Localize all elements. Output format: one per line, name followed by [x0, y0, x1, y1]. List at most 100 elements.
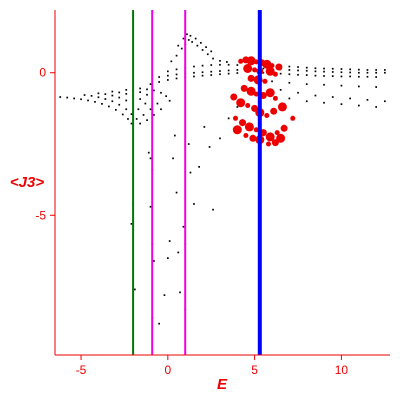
data-point [203, 126, 206, 128]
data-point [210, 74, 213, 76]
data-point [247, 74, 255, 82]
data-point [375, 106, 377, 108]
data-point [340, 68, 343, 70]
data-point [297, 73, 299, 76]
data-point [149, 205, 152, 208]
data-point [331, 71, 334, 73]
data-point [177, 44, 180, 47]
data-point [288, 81, 291, 84]
data-point [135, 118, 138, 120]
data-point [172, 157, 174, 160]
data-point [104, 93, 107, 95]
data-point [305, 74, 308, 76]
data-point [314, 67, 317, 70]
data-point [194, 37, 197, 40]
data-point [73, 97, 75, 100]
data-point [305, 83, 308, 85]
data-point [144, 102, 147, 105]
data-point [366, 75, 369, 78]
data-point [127, 118, 129, 120]
data-point [253, 59, 259, 65]
data-point [191, 41, 193, 43]
data-point [125, 93, 128, 95]
data-point [201, 64, 204, 67]
data-point [366, 99, 369, 101]
data-point [83, 94, 86, 96]
data-point [149, 108, 152, 111]
data-point [125, 99, 128, 102]
data-point [305, 66, 308, 69]
series-layer [59, 33, 386, 325]
data-point [262, 67, 265, 70]
data-point [227, 63, 230, 66]
data-point [206, 53, 209, 56]
data-point [167, 257, 169, 259]
y-axis-title: <J3> [10, 174, 44, 191]
data-point [108, 105, 110, 108]
data-point [187, 143, 190, 145]
data-point [340, 103, 343, 105]
data-point [305, 69, 308, 72]
data-point [243, 64, 253, 73]
y-tick-label: 0 [39, 66, 46, 80]
data-point [314, 70, 317, 73]
data-point [125, 89, 128, 91]
data-point [340, 84, 343, 87]
data-point [142, 114, 145, 116]
data-point [226, 61, 228, 63]
data-point [146, 119, 148, 121]
data-point [187, 39, 190, 41]
data-point [146, 88, 148, 91]
data-point [262, 78, 268, 84]
data-point [266, 141, 271, 147]
data-point [163, 294, 166, 296]
data-point [280, 124, 288, 132]
data-point [314, 94, 317, 97]
data-point [230, 93, 238, 101]
data-point [189, 34, 192, 37]
data-point [160, 91, 162, 94]
data-point [384, 71, 386, 74]
reference-lines-layer [132, 10, 262, 355]
data-point [272, 95, 278, 101]
data-point [212, 208, 214, 211]
data-point [139, 98, 141, 100]
data-point [170, 60, 173, 63]
data-point [186, 33, 188, 36]
data-point [227, 72, 230, 75]
data-point [366, 71, 369, 74]
data-point [264, 113, 270, 118]
data-point [253, 127, 259, 133]
data-point [193, 203, 195, 205]
data-point [167, 79, 169, 81]
data-point [279, 72, 282, 75]
data-point [297, 66, 299, 68]
data-point [288, 73, 291, 76]
data-point [358, 71, 360, 74]
data-point [232, 125, 242, 135]
data-point [219, 137, 221, 140]
data-point [262, 71, 265, 74]
data-point [200, 42, 202, 44]
data-point [90, 95, 93, 97]
data-point [156, 102, 159, 105]
data-point [243, 133, 249, 138]
data-point [349, 68, 351, 71]
data-point [331, 67, 334, 70]
data-point [212, 57, 214, 60]
data-point [130, 113, 133, 115]
data-point [323, 101, 325, 104]
data-point [288, 69, 291, 71]
data-point [358, 85, 360, 88]
data-point [279, 89, 282, 91]
data-point [175, 77, 178, 80]
data-point [349, 75, 351, 78]
data-point [236, 72, 239, 74]
data-point [323, 83, 325, 86]
data-point [147, 151, 150, 154]
data-point [118, 91, 121, 94]
ticks-layer: -5 0 5 10 0 -5 [35, 66, 348, 377]
data-point [375, 69, 377, 71]
data-point [175, 54, 178, 57]
